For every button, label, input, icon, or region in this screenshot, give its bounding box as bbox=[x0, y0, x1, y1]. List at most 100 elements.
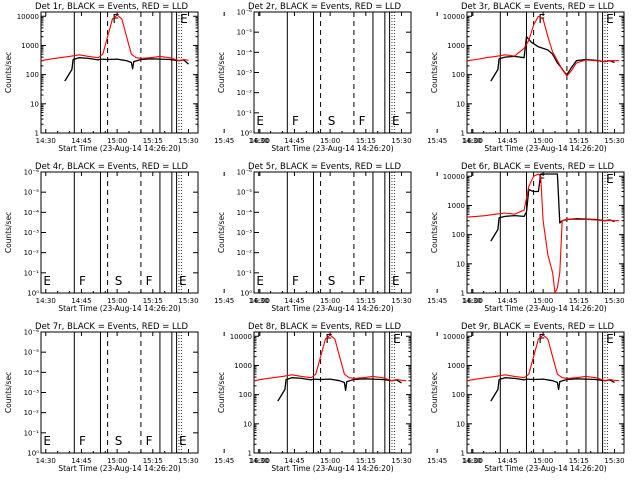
x-axis-label: Start Time (23-Aug-14 14:26:20) bbox=[58, 464, 180, 473]
region-label: E bbox=[606, 12, 614, 26]
y-tick-label: 10⁻² bbox=[24, 249, 40, 257]
x-axis-label: Start Time (23-Aug-14 14:26:20) bbox=[484, 304, 606, 313]
region-label: E bbox=[392, 114, 400, 128]
y-tick-label: 100 bbox=[239, 391, 252, 399]
x-tick-label: 16:00 bbox=[250, 137, 270, 145]
x-tick-label: 14:45 bbox=[71, 457, 91, 465]
x-tick-label: 15:45 bbox=[214, 137, 234, 145]
series-events bbox=[490, 173, 615, 242]
y-tick-label: 10000 bbox=[443, 333, 465, 341]
panel-title: Det 8r, BLACK = Events, RED = LLD bbox=[248, 322, 402, 332]
x-tick-label: 16:00 bbox=[463, 457, 483, 465]
y-tick-label: 10⁻² bbox=[237, 249, 253, 257]
x-tick-label: 15:30 bbox=[604, 137, 624, 145]
y-tick-label: 10⁻⁵ bbox=[24, 349, 40, 357]
x-tick-label: 15:00 bbox=[320, 297, 340, 305]
x-tick-label: 14:45 bbox=[71, 297, 91, 305]
x-axis-label: Start Time (23-Aug-14 14:26:20) bbox=[271, 304, 393, 313]
x-tick-label: 14:45 bbox=[497, 457, 517, 465]
series-events bbox=[490, 36, 615, 82]
x-tick-label: 15:15 bbox=[356, 137, 376, 145]
x-tick-label: 14:30 bbox=[249, 297, 269, 305]
plot-frame bbox=[466, 331, 625, 454]
region-label: S bbox=[115, 274, 123, 288]
region-label: E bbox=[179, 434, 187, 448]
series-group bbox=[467, 15, 620, 82]
y-axis-label: Counts/sec bbox=[430, 372, 439, 413]
x-tick-label: 14:30 bbox=[36, 297, 56, 305]
x-tick-label: 15:15 bbox=[143, 457, 163, 465]
x-tick-label: 15:45 bbox=[214, 457, 234, 465]
panel-title: Det 3r, BLACK = Events, RED = LLD bbox=[461, 2, 615, 12]
x-tick-label: 15:15 bbox=[569, 457, 589, 465]
x-tick-label: 15:30 bbox=[391, 457, 411, 465]
region-label: E bbox=[256, 274, 264, 288]
region-label: F bbox=[538, 332, 545, 346]
region-label: E bbox=[43, 434, 51, 448]
y-tick-label: 1000 bbox=[447, 202, 465, 210]
panel-det-8: Det 8r, BLACK = Events, RED = LLD 14:30 14… bbox=[217, 322, 483, 473]
x-tick-label: 14:30 bbox=[36, 457, 56, 465]
y-tick-label: 10 bbox=[243, 420, 252, 428]
series-lld bbox=[467, 15, 620, 77]
panel-title: Det 4r, BLACK = Events, RED = LLD bbox=[35, 162, 189, 172]
plot-frame bbox=[40, 11, 199, 134]
panel-title: Det 1r, BLACK = Events, RED = LLD bbox=[35, 2, 189, 12]
x-tick-label: 14:30 bbox=[462, 137, 482, 145]
x-tick-label: 15:30 bbox=[391, 297, 411, 305]
y-tick-label: 1 bbox=[461, 130, 465, 138]
y-tick-label: 10⁻³ bbox=[24, 389, 40, 397]
y-tick-label: 1000 bbox=[447, 362, 465, 370]
x-tick-label: 14:45 bbox=[497, 137, 517, 145]
panel-title: Det 7r, BLACK = Events, RED = LLD bbox=[35, 322, 189, 332]
x-tick-label: 16:00 bbox=[463, 297, 483, 305]
x-tick-label: 15:45 bbox=[427, 457, 447, 465]
series-lld bbox=[467, 334, 620, 382]
x-tick-label: 15:45 bbox=[427, 297, 447, 305]
region-label: E bbox=[256, 114, 264, 128]
x-tick-label: 15:30 bbox=[391, 137, 411, 145]
y-tick-label: 1000 bbox=[234, 362, 252, 370]
x-tick-label: 16:00 bbox=[250, 297, 270, 305]
plot-frame bbox=[466, 171, 625, 294]
x-tick-label: 15:00 bbox=[107, 137, 127, 145]
x-tick-label: 16:00 bbox=[250, 457, 270, 465]
y-tick-label: 10⁻⁴ bbox=[24, 209, 40, 217]
x-axis-label: Start Time (23-Aug-14 14:26:20) bbox=[58, 144, 180, 153]
series-lld bbox=[41, 14, 189, 62]
x-tick-label: 15:00 bbox=[107, 297, 127, 305]
series-events bbox=[277, 377, 402, 402]
panel-det-2: Det 2r, BLACK = Events, RED = LLD 14:30 14… bbox=[217, 2, 483, 153]
y-tick-label: 10⁻³ bbox=[237, 69, 253, 77]
x-tick-label: 15:30 bbox=[604, 297, 624, 305]
region-label: F bbox=[359, 274, 366, 288]
x-axis-label: Start Time (23-Aug-14 14:26:20) bbox=[271, 144, 393, 153]
y-axis-label: Counts/sec bbox=[217, 52, 226, 93]
y-tick-label: 10⁻⁵ bbox=[237, 189, 253, 197]
x-tick-label: 15:30 bbox=[178, 297, 198, 305]
region-label: F bbox=[292, 114, 299, 128]
x-tick-label: 14:30 bbox=[36, 137, 56, 145]
series-events bbox=[64, 57, 189, 82]
x-tick-label: 14:30 bbox=[249, 457, 269, 465]
x-tick-label: 14:45 bbox=[497, 297, 517, 305]
series-group bbox=[254, 334, 407, 402]
y-tick-label: 10⁻⁴ bbox=[24, 369, 40, 377]
x-axis-label: Start Time (23-Aug-14 14:26:20) bbox=[58, 304, 180, 313]
y-tick-label: 10⁻³ bbox=[24, 229, 40, 237]
series-lld bbox=[467, 173, 620, 293]
panel-det-5: Det 5r, BLACK = Events, RED = LLD 14:30 14… bbox=[217, 162, 483, 313]
y-tick-label: 1 bbox=[35, 130, 39, 138]
plot-frame bbox=[466, 11, 625, 134]
region-label: F bbox=[112, 12, 119, 26]
region-label: F bbox=[325, 332, 332, 346]
panel-det-4: Det 4r, BLACK = Events, RED = LLD 14:30 14… bbox=[4, 162, 270, 313]
series-lld bbox=[254, 334, 407, 382]
region-label: F bbox=[359, 114, 366, 128]
y-tick-label: 10000 bbox=[17, 13, 39, 21]
x-tick-label: 15:45 bbox=[214, 297, 234, 305]
panel-title: Det 2r, BLACK = Events, RED = LLD bbox=[248, 2, 402, 12]
y-tick-label: 10000 bbox=[443, 13, 465, 21]
region-label: E bbox=[606, 332, 614, 346]
